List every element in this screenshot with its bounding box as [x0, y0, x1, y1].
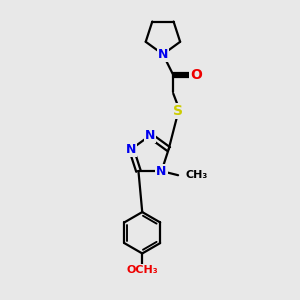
Text: N: N [158, 48, 168, 61]
Text: N: N [156, 165, 167, 178]
Text: O: O [190, 68, 202, 82]
Text: N: N [126, 142, 136, 156]
Text: S: S [173, 104, 183, 118]
Text: OCH₃: OCH₃ [126, 265, 158, 275]
Text: N: N [145, 129, 155, 142]
Text: N: N [158, 48, 168, 61]
Text: CH₃: CH₃ [185, 170, 208, 180]
